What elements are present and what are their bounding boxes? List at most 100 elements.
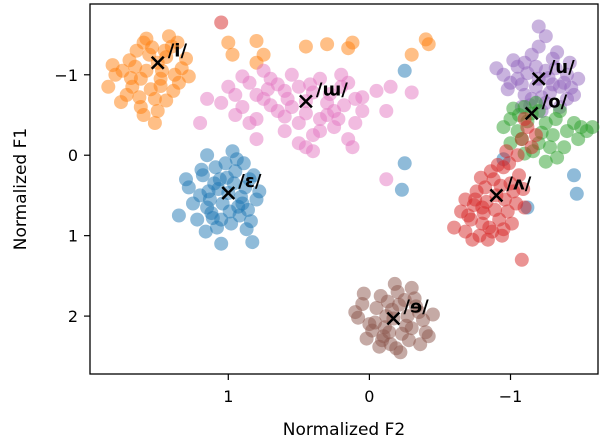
centroid-marker	[221, 186, 236, 200]
centroid-marker	[386, 311, 401, 326]
data-point	[291, 136, 306, 151]
data-point	[245, 235, 260, 250]
data-point	[392, 297, 406, 312]
data-point	[567, 168, 581, 183]
series-group	[214, 15, 543, 267]
centroid-x-stroke	[531, 71, 546, 86]
data-point	[277, 109, 292, 124]
data-point	[132, 90, 147, 105]
data-point	[186, 196, 200, 211]
data-point	[200, 91, 215, 106]
data-point	[400, 309, 415, 324]
data-point	[538, 29, 553, 44]
data-point	[291, 116, 306, 130]
series-group	[171, 63, 584, 251]
series-group	[101, 29, 436, 130]
data-point	[208, 160, 223, 175]
data-point	[214, 236, 229, 251]
data-point	[193, 116, 208, 130]
data-point	[225, 47, 240, 62]
data-point	[531, 39, 546, 54]
x-axis-label: Normalized F2	[283, 420, 405, 439]
vowel-label-7: /ɘ/	[403, 297, 429, 318]
data-point	[490, 157, 505, 172]
vowel-label-3: /ɛ/	[238, 171, 262, 192]
data-point	[231, 199, 246, 214]
centroid-x-stroke	[299, 94, 313, 109]
data-point	[303, 77, 318, 92]
data-point	[190, 212, 205, 227]
data-point	[221, 35, 236, 50]
data-point	[313, 124, 327, 139]
data-point	[284, 67, 299, 82]
data-point	[458, 192, 473, 207]
data-point	[348, 305, 363, 320]
data-point	[531, 19, 546, 34]
data-point	[128, 59, 143, 74]
data-point	[147, 116, 162, 130]
data-point	[476, 206, 491, 221]
data-point	[155, 63, 169, 78]
data-point	[129, 43, 144, 58]
data-point	[337, 98, 351, 113]
data-point	[383, 79, 398, 94]
data-point	[550, 150, 565, 165]
data-point	[200, 148, 215, 163]
centroid-marker	[150, 55, 165, 70]
data-point	[298, 106, 313, 121]
data-point	[506, 53, 521, 68]
y-tick-label: −1	[54, 66, 78, 85]
data-point	[252, 184, 267, 199]
data-point	[341, 75, 356, 90]
data-point	[242, 116, 257, 130]
data-point	[277, 124, 292, 139]
data-point	[447, 220, 462, 235]
data-point	[236, 156, 251, 171]
data-point	[394, 326, 409, 341]
data-point	[493, 178, 508, 193]
data-point	[514, 77, 529, 92]
data-point	[280, 91, 295, 106]
data-point	[263, 98, 278, 113]
x-axis-ticks: 1 0 −1	[223, 374, 522, 406]
data-point	[512, 168, 526, 183]
data-point	[550, 45, 565, 60]
centroid-x-stroke	[221, 186, 236, 200]
data-point	[543, 140, 557, 155]
data-point	[394, 182, 409, 197]
data-point	[548, 112, 563, 126]
data-point	[517, 55, 532, 70]
y-tick-label: 0	[68, 146, 78, 165]
data-point	[147, 91, 162, 106]
data-point	[485, 224, 500, 239]
data-point	[249, 34, 264, 48]
data-point	[153, 79, 168, 93]
data-point	[345, 35, 360, 50]
data-point	[496, 222, 511, 237]
plot-area: /i/ /ɯ/ /ɛ/ /u/ /o/ /ʌ/ /ɘ/	[89, 3, 600, 375]
data-point	[225, 144, 240, 159]
data-point	[123, 71, 138, 85]
data-point	[171, 208, 186, 223]
points-layer	[101, 15, 600, 360]
centroid-x-stroke	[150, 55, 165, 70]
data-point	[198, 224, 213, 239]
data-point	[249, 87, 264, 102]
data-point	[348, 116, 363, 130]
data-point	[496, 120, 511, 135]
x-tick-label: 0	[364, 387, 374, 406]
data-point	[397, 156, 412, 171]
data-point	[421, 37, 436, 52]
data-point	[205, 211, 220, 225]
data-point	[475, 216, 490, 231]
data-point	[291, 79, 306, 94]
data-point	[524, 140, 539, 155]
data-point	[538, 154, 553, 169]
vowel-label-5: /o/	[542, 91, 568, 112]
centroid-x-stroke	[524, 106, 539, 121]
data-point	[150, 104, 165, 118]
data-point	[557, 140, 572, 155]
data-point	[159, 50, 174, 65]
data-point	[560, 91, 574, 106]
